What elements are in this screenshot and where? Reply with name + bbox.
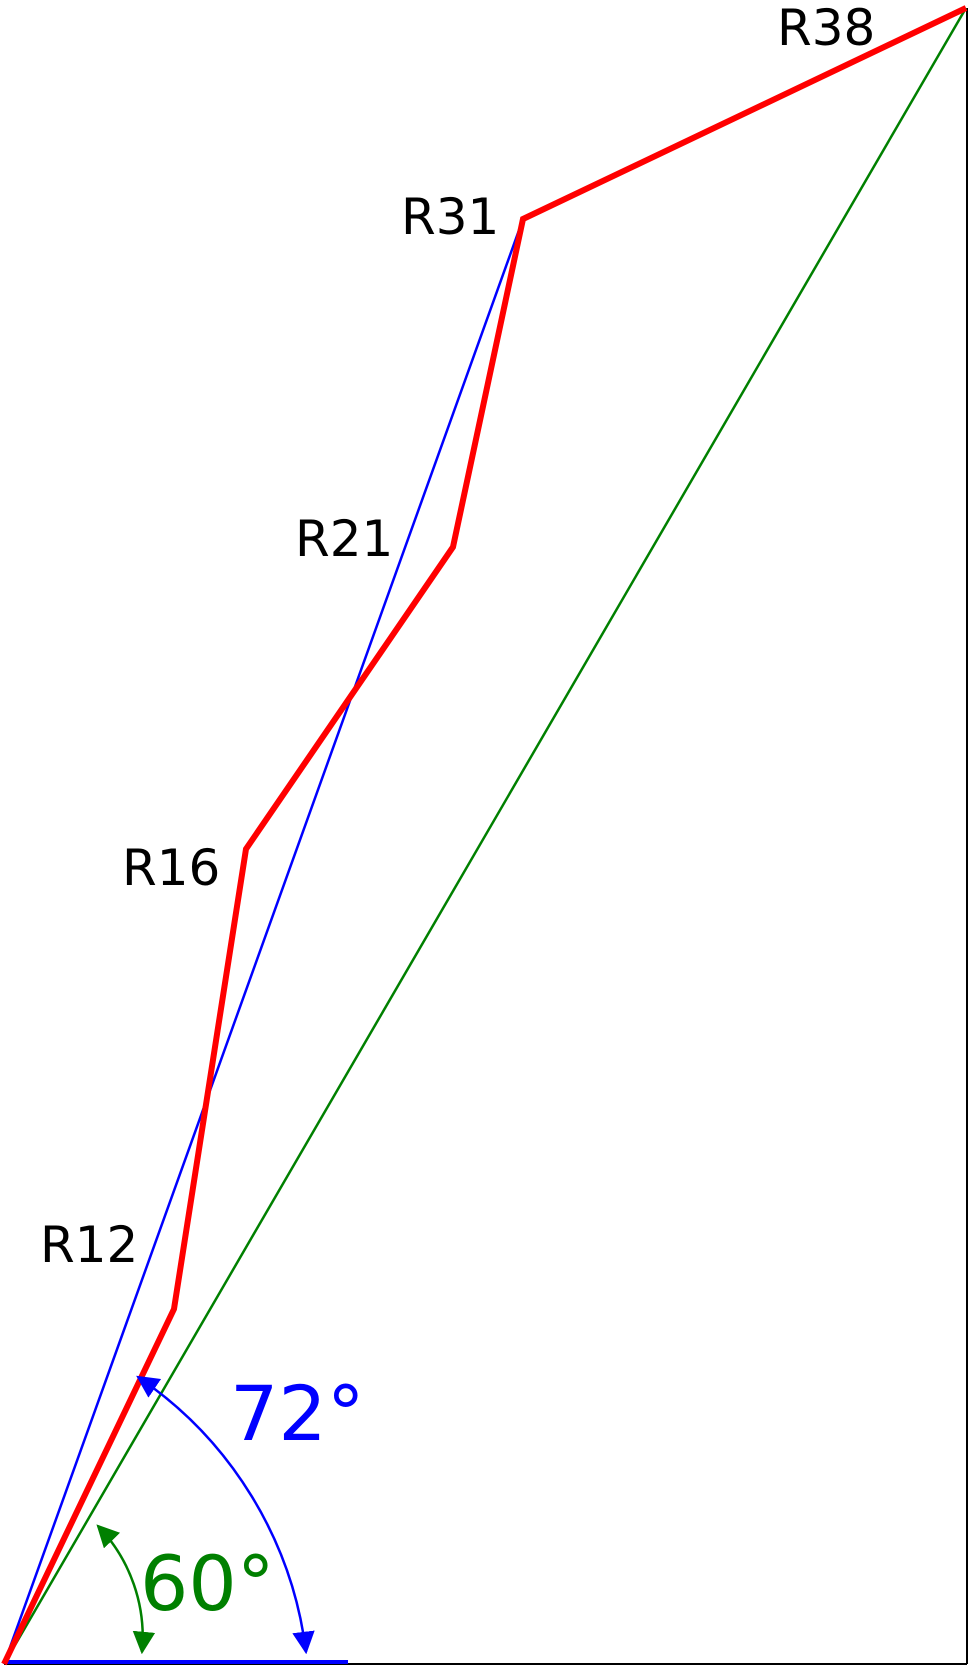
label-r38: R38	[777, 0, 875, 57]
angle-label-72: 72°	[230, 1369, 365, 1458]
angle-arc-72	[136, 1375, 315, 1655]
label-r31: R31	[401, 188, 499, 246]
angle-label-60: 60°	[140, 1539, 275, 1628]
label-r12: R12	[40, 1216, 138, 1274]
red-path	[1, 5, 968, 1666]
label-r16: R16	[122, 839, 220, 897]
angle-arc-60	[96, 1524, 156, 1655]
label-r21: R21	[295, 510, 393, 568]
steep-line	[2, 218, 525, 1665]
